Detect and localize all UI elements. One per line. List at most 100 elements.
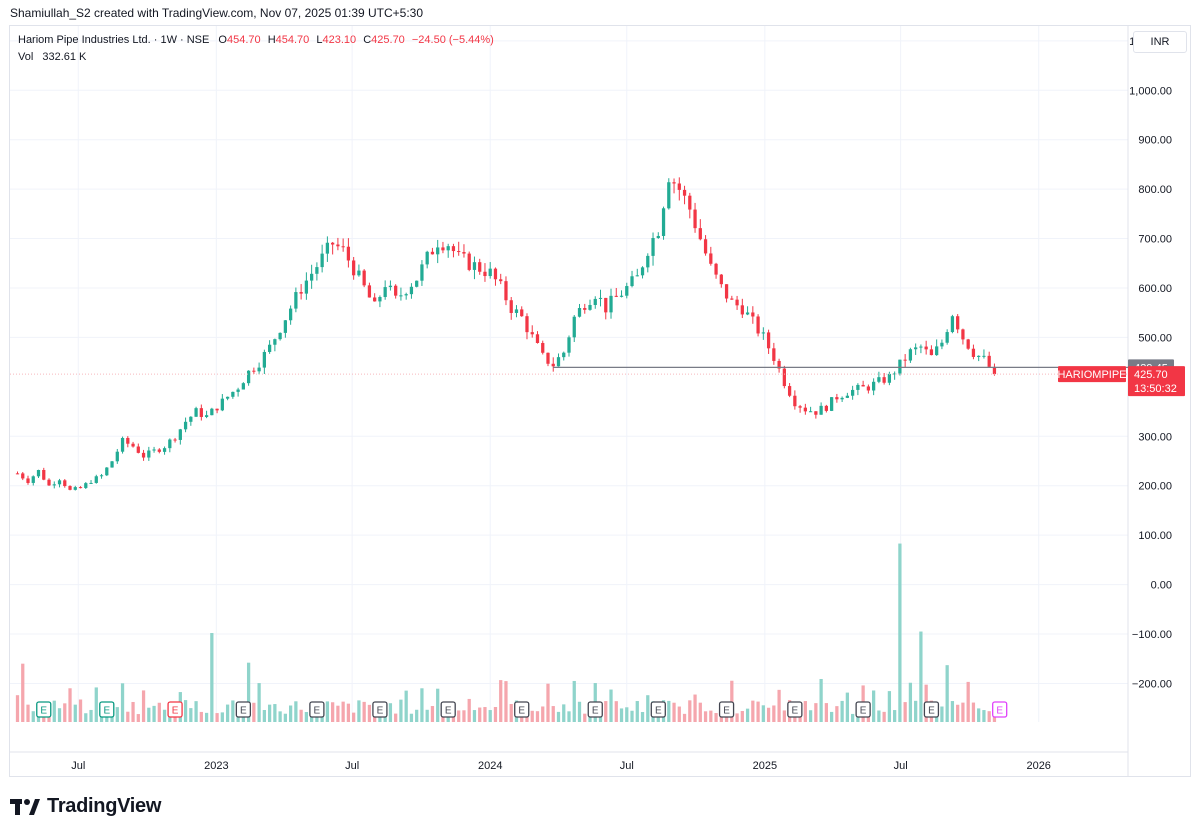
candle-body [194, 408, 198, 417]
volume-bar [136, 714, 140, 722]
volume-bar [283, 713, 288, 722]
x-tick-label: 2025 [753, 760, 777, 772]
volume-bar [667, 700, 671, 722]
earnings-marker [167, 701, 183, 718]
volume-value: 332.61 K [42, 51, 87, 63]
candle-body [756, 316, 760, 334]
volume-bar [131, 701, 135, 722]
earnings-marker-label: E [40, 706, 47, 717]
volume-bar [535, 711, 540, 722]
candle-body [462, 252, 466, 254]
candle-body [819, 405, 823, 415]
volume-bar [478, 707, 482, 722]
candle-body [394, 285, 398, 296]
symbol-legend: Hariom Pipe Industries Ltd. · 1W · NSE O… [18, 34, 494, 46]
volume-bar [425, 709, 429, 722]
candle-body [940, 342, 944, 347]
y-tick-label: 900.00 [1138, 135, 1172, 147]
candle-body [68, 486, 72, 490]
volume-bar [288, 705, 293, 722]
earnings-marker-label: E [723, 706, 730, 717]
volume-bar [84, 713, 88, 722]
earnings-marker [309, 701, 325, 718]
volume-bar [68, 688, 72, 722]
candle-body [850, 389, 855, 396]
candle-body [787, 386, 792, 396]
candle-body [451, 246, 456, 252]
candle-body [893, 373, 897, 375]
candle-body [483, 271, 487, 277]
candle-body [546, 352, 550, 364]
earnings-marker-label: E [314, 706, 321, 717]
volume-bar [336, 705, 340, 722]
volume-bar [945, 665, 949, 722]
volume-bar [499, 680, 503, 722]
candle-body [724, 284, 729, 299]
candle-body [677, 183, 681, 190]
candle-body [236, 389, 240, 392]
volume-bar [546, 683, 550, 722]
candle-body [966, 339, 970, 349]
candle-body [961, 329, 965, 340]
volume-bar [919, 631, 923, 722]
volume-bar [331, 702, 335, 722]
volume-bar [609, 689, 613, 722]
candle-body [903, 359, 907, 361]
candle-body [189, 416, 193, 422]
candle-body [609, 295, 613, 313]
candle-body [982, 355, 986, 357]
volume-bar [404, 690, 408, 722]
candle-body [593, 298, 597, 305]
candle-body [278, 332, 282, 340]
volume-bar [898, 543, 902, 722]
change-value: −24.50 (−5.44%) [411, 34, 494, 46]
volume-bar [630, 710, 634, 722]
volume-bar [756, 701, 760, 722]
y-tick-label: 100.00 [1138, 530, 1172, 542]
volume-bar [714, 713, 718, 722]
candle-body [693, 209, 697, 229]
candle-body [409, 286, 414, 295]
volume-bar [189, 708, 193, 722]
volume-bar [646, 695, 650, 722]
volume-bar [850, 713, 855, 722]
open-value: 454.70 [226, 34, 261, 46]
candle-body [325, 242, 330, 254]
candle-body [898, 359, 902, 374]
candle-body [367, 285, 372, 298]
candle-body [231, 391, 235, 397]
currency-button[interactable]: INR [1133, 31, 1187, 53]
candle-body [572, 316, 576, 338]
volume-bar [840, 700, 844, 722]
candle-body [388, 285, 393, 288]
candle-body [777, 360, 781, 369]
candle-body [78, 487, 83, 489]
volume-bar [977, 708, 981, 722]
last-price-label: 425.70 [1134, 369, 1168, 381]
candle-body [541, 342, 545, 353]
candle-body [136, 446, 140, 453]
x-tick-label: Jul [620, 760, 634, 772]
volume-bar [304, 712, 309, 722]
candle-body [183, 421, 188, 430]
earnings-marker-label: E [240, 706, 247, 717]
volume-bar [914, 700, 918, 722]
high-value: 454.70 [275, 34, 310, 46]
volume-bar [903, 702, 907, 722]
candle-body [577, 308, 582, 317]
candle-body [950, 316, 955, 333]
volume-bar [204, 712, 209, 722]
volume-bar [225, 704, 230, 722]
candle-body [509, 300, 513, 313]
volume-bar [367, 704, 372, 722]
earnings-marker [514, 701, 530, 718]
candle-body [719, 274, 723, 285]
earnings-marker [235, 701, 252, 718]
candle-body [320, 253, 324, 268]
candle-body [141, 452, 146, 458]
candle-body [246, 370, 251, 384]
volume-bar [509, 704, 513, 722]
candle-body [751, 312, 755, 317]
volume-bar [956, 704, 960, 722]
